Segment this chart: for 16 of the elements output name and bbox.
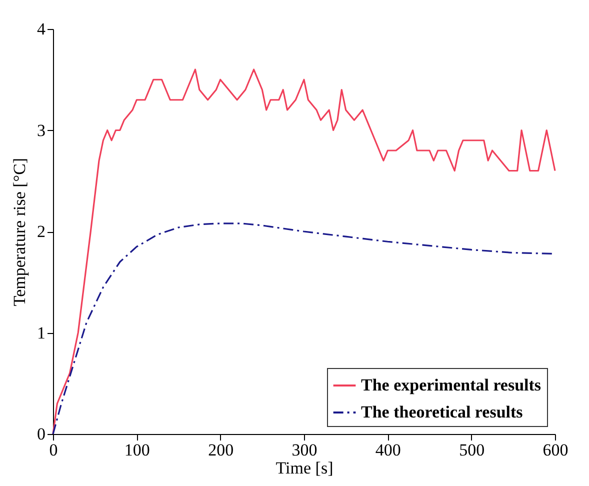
y-tick-label: 0 (37, 424, 46, 444)
legend-label: The experimental results (361, 376, 542, 394)
x-tick-label: 600 (542, 440, 568, 460)
y-tick-label: 2 (37, 222, 46, 241)
x-axis-title: Time [s] (276, 458, 334, 478)
legend-label: The theoretical results (361, 402, 524, 422)
y-tick-label: 3 (37, 120, 46, 140)
x-tick-label: 300 (292, 440, 318, 460)
x-tick-label: 400 (375, 440, 401, 460)
y-tick-label: 4 (37, 20, 46, 38)
y-tick-label: 1 (37, 323, 46, 342)
x-tick-label: 200 (208, 440, 234, 460)
x-tick-label: 500 (459, 440, 485, 460)
y-axis-title: Temperature rise [°C] (10, 158, 29, 306)
x-tick-label: 100 (124, 440, 150, 460)
x-tick-label: 0 (49, 440, 58, 460)
